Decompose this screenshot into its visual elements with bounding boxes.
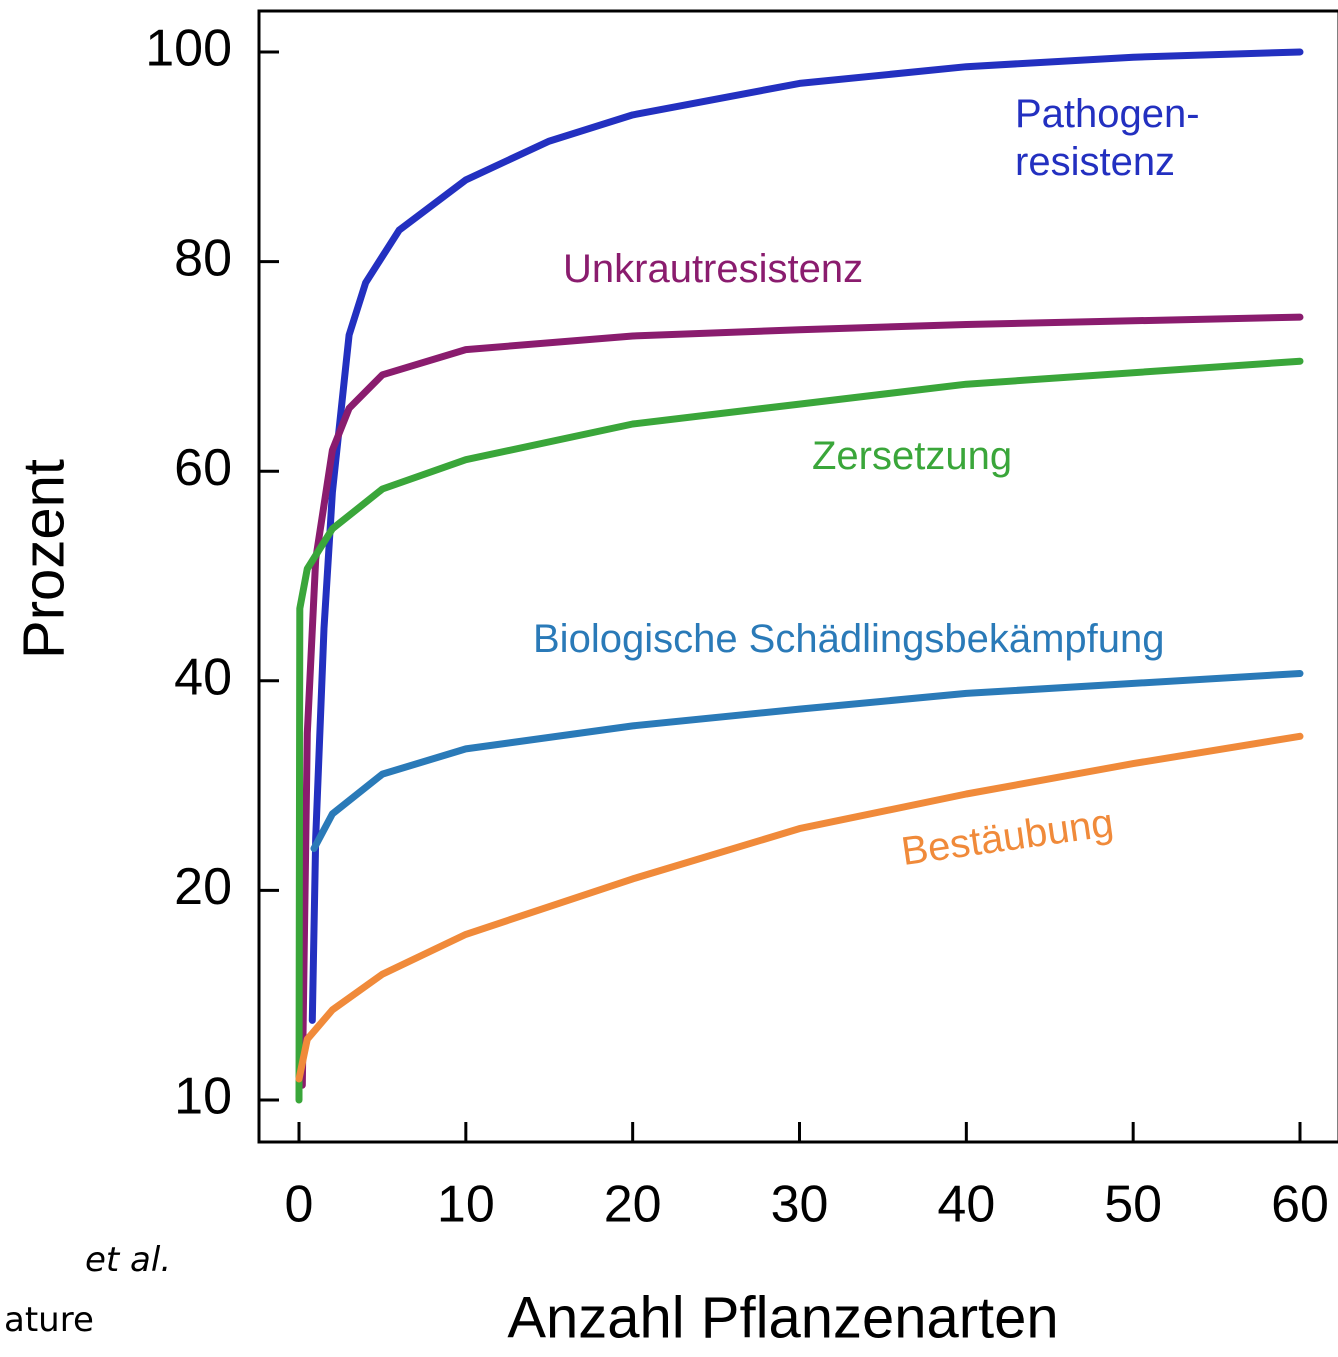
series-line bbox=[295, 732, 1304, 1083]
series-line bbox=[298, 313, 1304, 1089]
series-line bbox=[310, 670, 1304, 852]
y-tick-label: 100 bbox=[145, 20, 232, 78]
y-tick-label: 10 bbox=[174, 1068, 232, 1126]
x-tick-label: 10 bbox=[437, 1176, 495, 1234]
x-tick-label: 0 bbox=[285, 1176, 314, 1234]
series-label: Biologische Schädlingsbekämpfung bbox=[533, 617, 1165, 661]
series-label: Pathogen- resistenz bbox=[1015, 92, 1200, 184]
clipped-citation: et al. bbox=[85, 1240, 172, 1280]
y-tick-label: 60 bbox=[174, 439, 232, 497]
x-tick-label: 40 bbox=[937, 1176, 995, 1234]
x-tick-label: 30 bbox=[771, 1176, 829, 1234]
series-line bbox=[295, 357, 1304, 1104]
y-tick-label: 40 bbox=[174, 649, 232, 707]
series-label: Unkrautresistenz bbox=[563, 247, 864, 291]
series-line bbox=[308, 48, 1304, 1024]
series-label: Zersetzung bbox=[812, 434, 1013, 478]
y-axis-label: Prozent bbox=[11, 459, 76, 659]
y-tick-label: 20 bbox=[174, 858, 232, 916]
x-tick-label: 50 bbox=[1104, 1176, 1162, 1234]
x-tick-label: 60 bbox=[1271, 1176, 1329, 1234]
x-tick-label: 20 bbox=[604, 1176, 662, 1234]
x-axis-label: Anzahl Pflanzenarten bbox=[507, 1285, 1058, 1350]
y-tick-label: 80 bbox=[174, 229, 232, 287]
clipped-citation: ature bbox=[4, 1300, 94, 1340]
